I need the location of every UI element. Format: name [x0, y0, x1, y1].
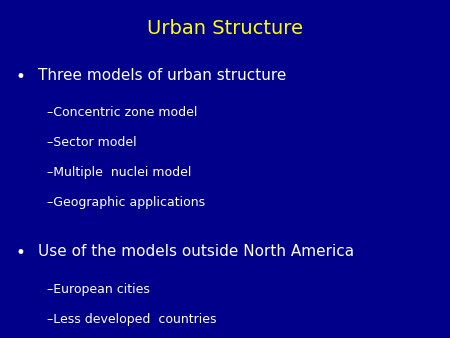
Text: –European cities: –European cities	[47, 283, 150, 296]
Text: Three models of urban structure: Three models of urban structure	[38, 68, 287, 82]
Text: Urban Structure: Urban Structure	[147, 19, 303, 38]
Text: •: •	[16, 244, 26, 262]
Text: –Less developed  countries: –Less developed countries	[47, 313, 217, 325]
Text: Use of the models outside North America: Use of the models outside North America	[38, 244, 355, 259]
Text: –Sector model: –Sector model	[47, 136, 137, 149]
Text: –Geographic applications: –Geographic applications	[47, 196, 205, 209]
Text: •: •	[16, 68, 26, 86]
Text: –Multiple  nuclei model: –Multiple nuclei model	[47, 166, 192, 179]
Text: –Concentric zone model: –Concentric zone model	[47, 106, 198, 119]
